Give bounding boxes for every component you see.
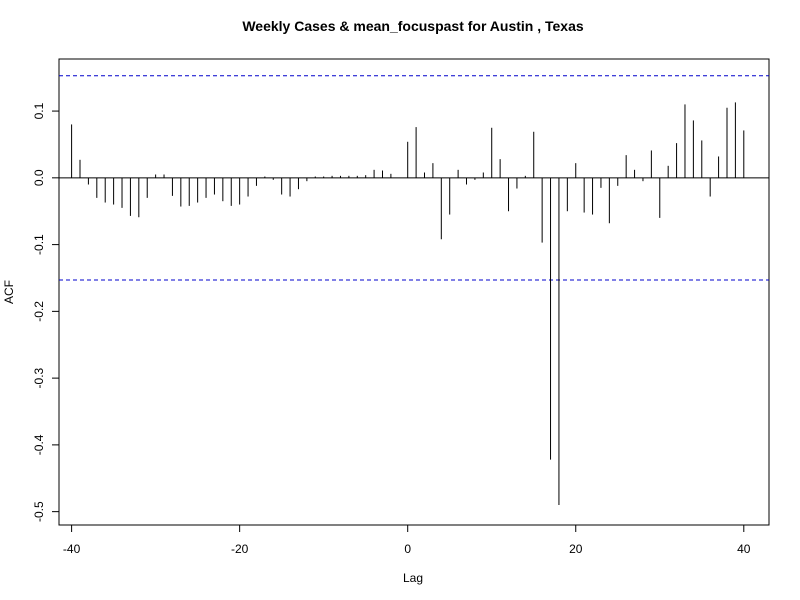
y-tick-label: -0.5	[32, 501, 46, 522]
x-tick-label: 20	[569, 542, 583, 556]
x-tick-label: -40	[63, 542, 81, 556]
y-tick-label: -0.2	[32, 301, 46, 322]
y-tick-label: -0.3	[32, 367, 46, 388]
x-tick-label: 0	[404, 542, 411, 556]
y-axis-label: ACF	[2, 280, 16, 304]
y-tick-label: -0.4	[32, 434, 46, 455]
x-axis-label: Lag	[403, 571, 423, 585]
chart-title: Weekly Cases & mean_focuspast for Austin…	[242, 18, 584, 34]
y-tick-label: -0.1	[32, 234, 46, 255]
acf-bars	[71, 102, 745, 505]
x-tick-label: 40	[737, 542, 751, 556]
y-axis: -0.5 -0.4 -0.3 -0.2 -0.1 0.0 0.1	[32, 102, 60, 522]
plot-frame	[58, 58, 770, 526]
y-tick-label: 0.1	[32, 102, 46, 119]
x-axis: -40 -20 0 20 40	[63, 524, 751, 556]
y-tick-label: 0.0	[32, 169, 46, 186]
x-tick-label: -20	[231, 542, 249, 556]
